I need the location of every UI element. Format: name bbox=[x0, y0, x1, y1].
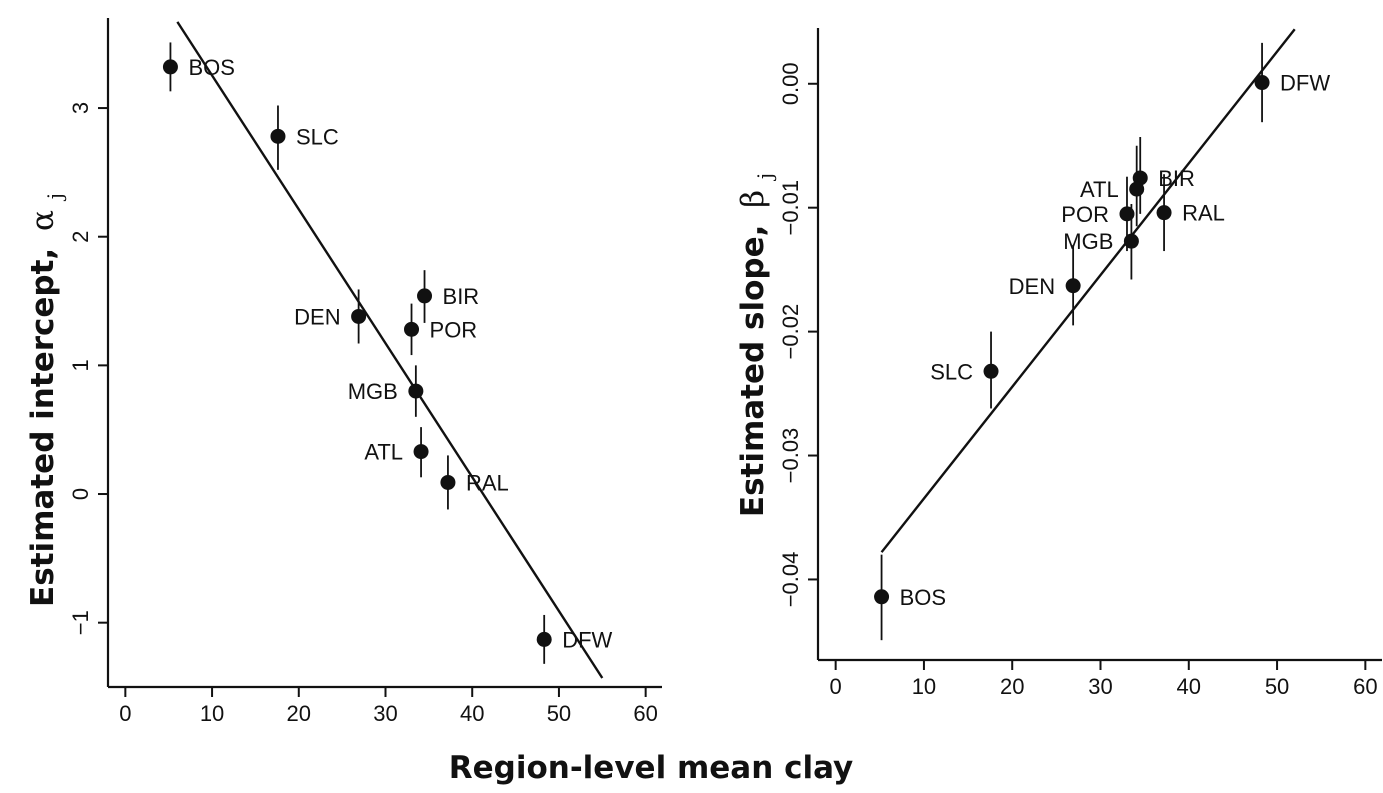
intercept-x-tick-label: 40 bbox=[460, 701, 484, 726]
intercept-x-tick-label: 30 bbox=[373, 701, 397, 726]
slope-point-label-ral: RAL bbox=[1182, 201, 1225, 226]
slope-x-tick-label: 0 bbox=[830, 674, 842, 699]
slope-point-label-bos: BOS bbox=[900, 585, 946, 610]
intercept-y-axis-symbol: α bbox=[25, 210, 61, 231]
slope-point-label-atl: ATL bbox=[1080, 177, 1119, 202]
intercept-point-label-slc: SLC bbox=[296, 124, 339, 149]
shared-x-axis-label: Region-level mean clay bbox=[449, 750, 854, 786]
intercept-point-den bbox=[351, 308, 367, 324]
intercept-point-label-ral: RAL bbox=[466, 470, 509, 495]
slope-point-label-por: POR bbox=[1061, 202, 1109, 227]
slope-point-label-mgb: MGB bbox=[1063, 229, 1113, 254]
intercept-marks: BOS SLC DEN BIR POR MGB ATL RAL DFW bbox=[162, 42, 613, 664]
slope-x-tick-label: 40 bbox=[1177, 674, 1201, 699]
slope-point-atl bbox=[1129, 181, 1145, 197]
slope-point-den bbox=[1065, 278, 1081, 294]
slope-y-tick-label: −0.04 bbox=[778, 552, 803, 608]
slope-x-tick-label: 50 bbox=[1265, 674, 1289, 699]
intercept-y-tick-label: 3 bbox=[68, 102, 93, 114]
slope-y-axis-label: Estimated slope, β j bbox=[735, 173, 777, 517]
intercept-x-tick-label: 60 bbox=[633, 701, 657, 726]
intercept-x-tick-label: 10 bbox=[200, 701, 224, 726]
intercept-point-label-den: DEN bbox=[294, 304, 340, 329]
intercept-point-ral bbox=[440, 474, 456, 490]
intercept-point-bos bbox=[162, 59, 178, 75]
slope-y-tick-label: −0.01 bbox=[778, 180, 803, 236]
slope-point-label-slc: SLC bbox=[930, 359, 973, 384]
slope-fit bbox=[880, 28, 1296, 553]
slope-x-tick-label: 60 bbox=[1353, 674, 1377, 699]
intercept-point-label-bir: BIR bbox=[443, 284, 480, 309]
slope-point-ral bbox=[1156, 205, 1172, 221]
slope-y-axis-label-text: Estimated slope, bbox=[735, 225, 771, 518]
intercept-ticks: 0 10 20 30 40 50 60 −1 0 1 2 3 bbox=[68, 102, 658, 726]
intercept-x-tick-label: 0 bbox=[119, 701, 131, 726]
panel-intercept: 0 10 20 30 40 50 60 −1 0 1 2 3 BOS SLC DEN BIR POR MGB AT… bbox=[25, 18, 662, 726]
slope-x-tick-label: 10 bbox=[912, 674, 936, 699]
intercept-x-tick-label: 20 bbox=[287, 701, 311, 726]
intercept-fit bbox=[176, 21, 604, 679]
intercept-point-bir bbox=[417, 288, 433, 304]
intercept-point-label-bos: BOS bbox=[188, 55, 234, 80]
intercept-y-axis-label: Estimated intercept, α j bbox=[25, 193, 67, 607]
slope-x-tick-label: 30 bbox=[1088, 674, 1112, 699]
intercept-regression-line bbox=[176, 21, 604, 679]
slope-ticks: 0 10 20 30 40 50 60 −0.04 −0.03 −0.02 −0.01 0.00 bbox=[778, 62, 1378, 699]
slope-axes bbox=[816, 28, 1382, 662]
slope-point-label-den: DEN bbox=[1009, 274, 1055, 299]
intercept-point-mgb bbox=[408, 383, 424, 399]
intercept-point-label-mgb: MGB bbox=[348, 379, 398, 404]
intercept-point-dfw bbox=[536, 631, 552, 647]
intercept-point-label-atl: ATL bbox=[364, 440, 403, 465]
slope-y-tick-label: −0.03 bbox=[778, 428, 803, 484]
intercept-y-tick-label: 2 bbox=[68, 231, 93, 243]
slope-regression-line bbox=[880, 28, 1296, 553]
intercept-point-atl bbox=[413, 444, 429, 460]
intercept-y-tick-label: −1 bbox=[68, 610, 93, 635]
slope-y-axis-subscript: j bbox=[753, 173, 777, 181]
intercept-y-tick-label: 0 bbox=[68, 488, 93, 500]
slope-y-axis-symbol: β bbox=[735, 190, 771, 208]
intercept-y-tick-label: 1 bbox=[68, 359, 93, 371]
slope-point-dfw bbox=[1254, 75, 1270, 91]
slope-x-tick-label: 20 bbox=[1000, 674, 1024, 699]
intercept-y-axis-subscript: j bbox=[43, 193, 67, 201]
intercept-point-por bbox=[404, 321, 420, 337]
intercept-y-axis-label-text: Estimated intercept, bbox=[25, 248, 61, 607]
slope-point-slc bbox=[983, 363, 999, 379]
slope-point-mgb bbox=[1123, 233, 1139, 249]
intercept-point-slc bbox=[270, 128, 286, 144]
slope-point-label-dfw: DFW bbox=[1280, 71, 1330, 96]
panel-slope: 0 10 20 30 40 50 60 −0.04 −0.03 −0.02 −0.01 0.00 DF… bbox=[735, 28, 1382, 699]
slope-point-bos bbox=[874, 589, 890, 605]
slope-y-tick-label: 0.00 bbox=[778, 62, 803, 105]
intercept-x-tick-label: 50 bbox=[547, 701, 571, 726]
intercept-point-label-por: POR bbox=[430, 317, 478, 342]
intercept-axes bbox=[106, 18, 662, 689]
intercept-point-label-dfw: DFW bbox=[562, 627, 612, 652]
slope-y-tick-label: −0.02 bbox=[778, 304, 803, 360]
